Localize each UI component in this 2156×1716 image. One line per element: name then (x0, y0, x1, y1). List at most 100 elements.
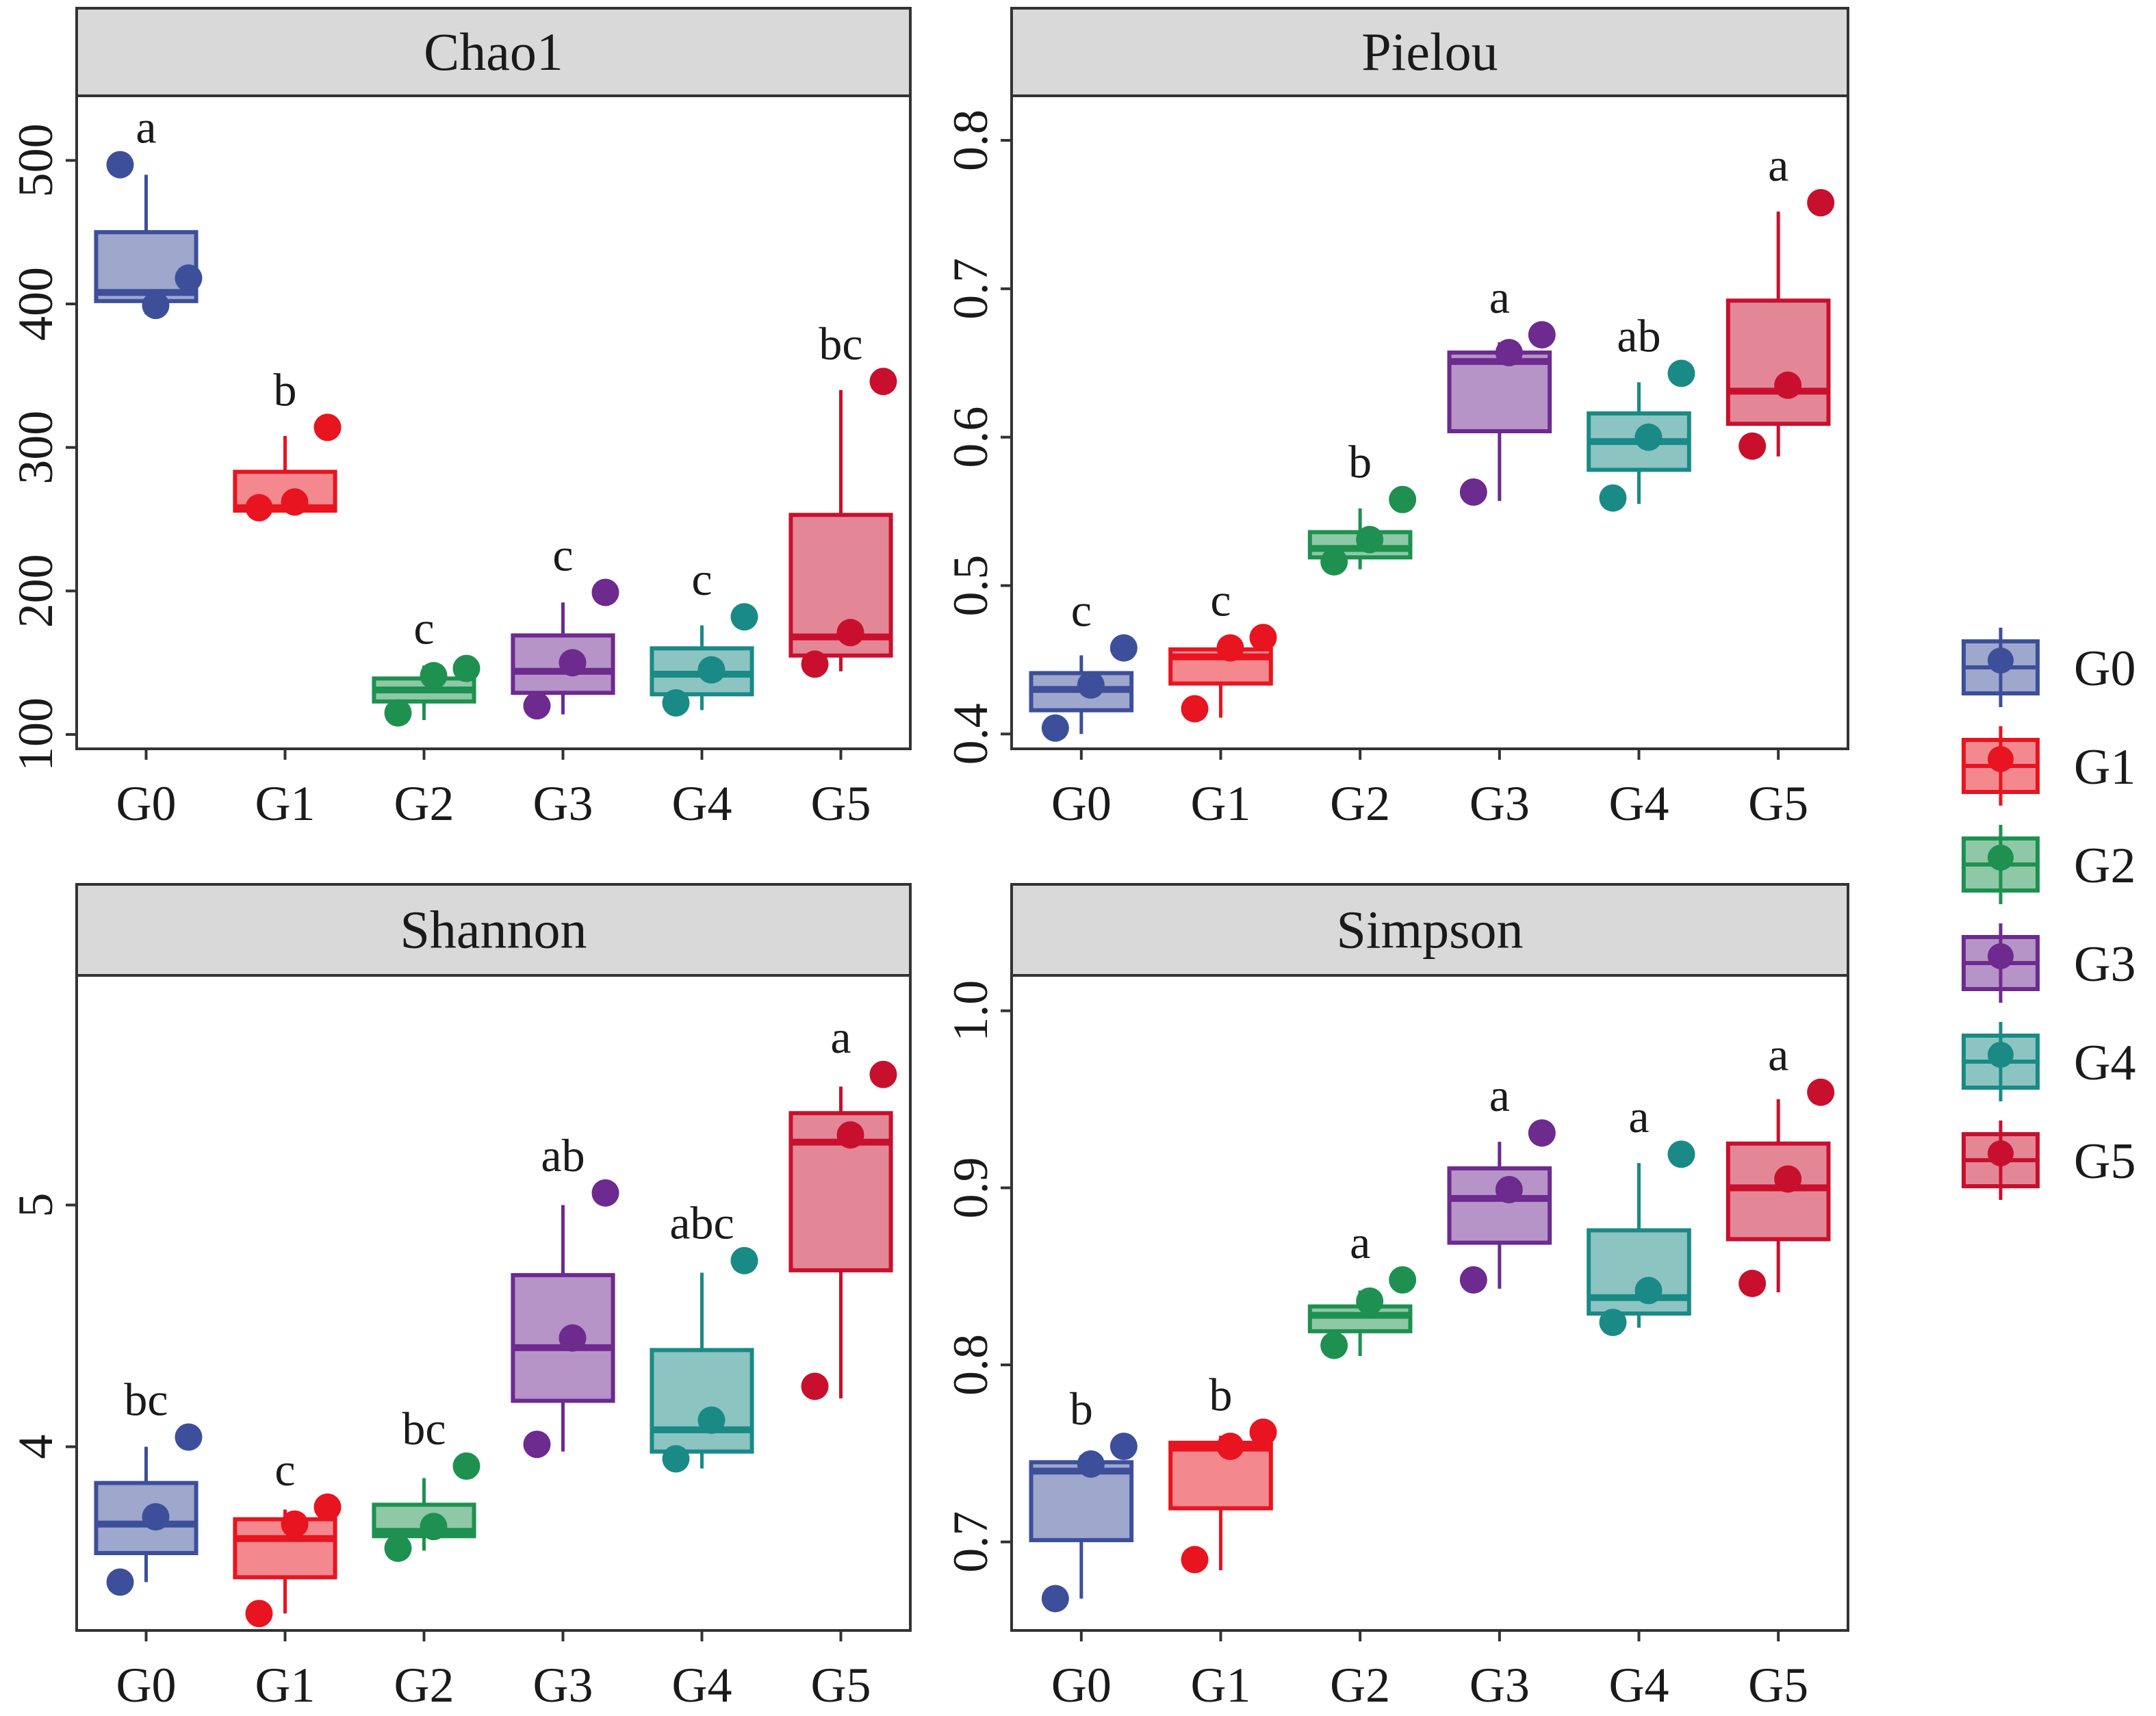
legend-point (1988, 943, 2014, 969)
data-point (420, 1513, 448, 1541)
x-tick-label: G1 (1191, 1658, 1251, 1713)
boxplot-g1: b (1168, 1368, 1277, 1574)
x-tick-label: G0 (116, 1658, 177, 1713)
boxplot-g2: b (1307, 436, 1417, 576)
y-tick-label: 0.8 (943, 110, 998, 171)
x-tick-label: G2 (1330, 776, 1390, 831)
facet-title: Chao1 (424, 22, 563, 81)
y-tick-label: 1.0 (943, 980, 998, 1042)
data-point (1459, 478, 1487, 506)
y-tick-label: 0.8 (943, 1334, 998, 1396)
legend-item-g2: G2 (1962, 825, 2135, 904)
x-tick-label: G0 (1051, 776, 1112, 831)
x-tick-label: G4 (672, 1658, 732, 1713)
data-point (730, 603, 758, 631)
data-point (1041, 714, 1069, 742)
y-tick-label: 200 (8, 554, 63, 628)
facet-strip (75, 7, 912, 97)
x-tick-label: G2 (394, 776, 454, 831)
y-tick-label: 400 (8, 267, 63, 341)
data-point (1634, 1277, 1663, 1305)
boxplot-g3: a (1447, 1069, 1556, 1294)
data-point (662, 689, 690, 717)
data-point (1599, 484, 1627, 512)
legend-label: G3 (2074, 936, 2135, 993)
legend-point (1988, 746, 2014, 772)
data-point (245, 1600, 273, 1628)
facet-title: Pielou (1361, 22, 1498, 81)
data-point (313, 1493, 342, 1521)
x-tick-label: G3 (533, 776, 593, 831)
facet-strip (75, 883, 912, 977)
data-point (1109, 1433, 1138, 1461)
data-point (281, 488, 309, 516)
data-point (591, 578, 619, 606)
data-point (1774, 371, 1802, 399)
facet-title: Simpson (1336, 900, 1523, 960)
legend-label: G4 (2074, 1035, 2135, 1091)
x-tick-label: G4 (1609, 1658, 1669, 1713)
x-tick-label: G1 (1191, 776, 1251, 831)
data-point (1774, 1165, 1802, 1193)
legend-item-g0: G0 (1962, 628, 2135, 707)
x-tick-label: G1 (255, 776, 316, 831)
data-point (801, 1372, 829, 1400)
facet-strip (1010, 7, 1849, 97)
data-point (452, 1452, 480, 1480)
legend-point (1988, 845, 2014, 871)
significance-letter: c (691, 553, 712, 605)
x-tick-label: G4 (672, 776, 732, 831)
x-tick-label: G3 (1470, 1658, 1530, 1713)
data-point (313, 413, 342, 441)
plot-border (75, 974, 912, 1632)
significance-letter: ab (1617, 309, 1660, 361)
panel-shannon: Shannon 4 5 G0 G1 G2 G3 G4 G5 bc c bc ab abc a (8, 883, 912, 1713)
significance-letter: c (552, 528, 573, 580)
boxplot-g4: abc (650, 1197, 758, 1473)
significance-letter: ab (541, 1129, 585, 1181)
x-tick-label: G2 (394, 1658, 454, 1713)
data-point (452, 654, 480, 682)
significance-letter: c (413, 602, 434, 654)
data-point (1109, 634, 1138, 662)
data-point (697, 1406, 726, 1434)
significance-letter: a (1489, 1069, 1510, 1121)
x-tick-label: G5 (811, 776, 871, 831)
data-point (1356, 1287, 1384, 1315)
data-point (662, 1445, 690, 1473)
significance-letter: c (274, 1444, 295, 1496)
data-point (523, 1431, 551, 1459)
boxplot-g0: c (1029, 585, 1138, 742)
boxplot-g5: a (788, 1011, 897, 1400)
plot-border (75, 94, 912, 750)
boxplot-g1: c (233, 1444, 342, 1628)
boxplot-g0: b (1029, 1383, 1138, 1613)
legend-point (1988, 1140, 2014, 1166)
panel-simpson: Simpson 0.7 0.8 0.9 1.0 G0 G1 G2 G3 G4 G5 b b a a a a (943, 883, 1849, 1713)
significance-letter: bc (124, 1373, 168, 1425)
data-point (801, 650, 829, 678)
legend-item-g5: G5 (1962, 1120, 2135, 1200)
box-iqr (1029, 1460, 1134, 1543)
data-point (1667, 1140, 1695, 1168)
data-point (869, 368, 897, 396)
y-tick-label: 0.4 (943, 703, 998, 765)
significance-letter: a (830, 1011, 851, 1063)
data-point (523, 692, 551, 720)
significance-letter: c (1071, 585, 1092, 637)
data-point (1807, 1078, 1835, 1106)
boxplot-g2: bc (372, 1403, 480, 1562)
significance-letter: a (1628, 1090, 1649, 1142)
data-point (1528, 321, 1556, 349)
legend-item-g1: G1 (1962, 726, 2135, 806)
data-point (697, 656, 726, 684)
boxplot-g0: a (94, 101, 203, 320)
data-point (142, 292, 170, 320)
significance-letter: abc (669, 1197, 734, 1249)
legend-label: G2 (2074, 838, 2135, 894)
data-point (1389, 1266, 1417, 1294)
box-iqr (1587, 1228, 1691, 1316)
boxplot-g3: ab (511, 1129, 619, 1459)
plot-border (1010, 974, 1849, 1632)
